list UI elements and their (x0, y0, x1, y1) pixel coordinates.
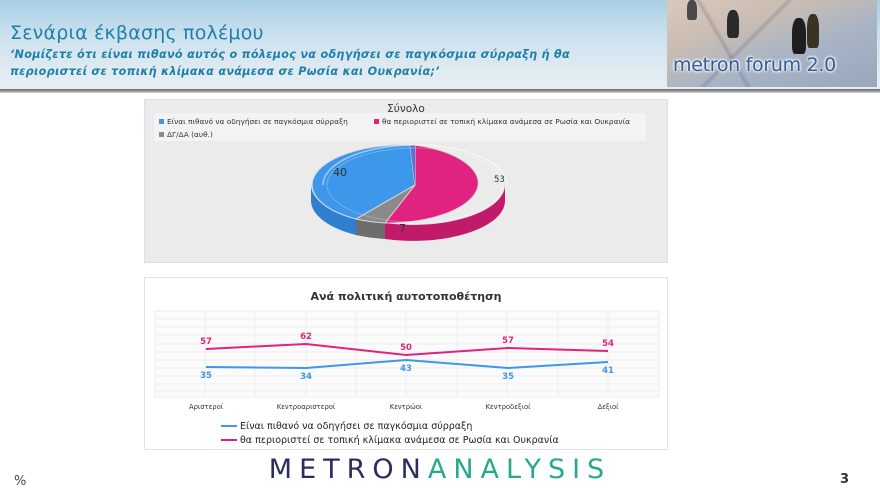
legend-line-blue (221, 425, 237, 427)
legend-swatch-blue (159, 119, 164, 124)
legend-label: Είναι πιθανό να οδηγήσει σε παγκόσμια σύ… (167, 117, 348, 126)
svg-text:Αριστεροί: Αριστεροί (189, 403, 224, 411)
svg-text:43: 43 (400, 364, 412, 374)
brand-metron: METRON (268, 454, 428, 485)
pie-legend: Είναι πιθανό να οδηγήσει σε παγκόσμια σύ… (154, 113, 646, 141)
legend-swatch-pink (374, 119, 379, 124)
pie-legend-item-dk: ΔΓ/ΔΑ (αυθ.) (159, 130, 213, 139)
forum-logo-text: metron forum 2.0 (673, 54, 836, 76)
legend-label: θα περιοριστεί σε τοπική κλίμακα ανάμεσα… (382, 117, 630, 126)
svg-text:35: 35 (200, 371, 212, 381)
line-chart-title: Ανά πολιτική αυτοτοποθέτηση (310, 290, 502, 303)
svg-text:Κεντροδεξιοί: Κεντροδεξιοί (486, 403, 532, 411)
brand-analysis: ANALYSIS (427, 454, 612, 485)
person-figure-icon (807, 14, 819, 48)
legend-swatch-gray (159, 132, 164, 137)
slide-header: Σενάρια έκβασης πολέμου ‘Νομίζετε ότι εί… (0, 0, 880, 89)
pie-chart-total: Είναι πιθανό να οδηγήσει σε παγκόσμια σύ… (144, 99, 668, 263)
svg-text:57: 57 (502, 336, 514, 346)
svg-text:7: 7 (399, 222, 406, 235)
line-legend-item-global: Είναι πιθανό να οδηγήσει σε παγκόσμια σύ… (221, 419, 559, 433)
svg-text:40: 40 (333, 166, 347, 179)
person-figure-icon (687, 0, 697, 20)
svg-text:54: 54 (602, 339, 614, 349)
svg-text:34: 34 (300, 372, 312, 382)
metron-forum-logo: metron forum 2.0 (667, 0, 877, 87)
svg-text:50: 50 (400, 343, 412, 353)
pie-title: Σύνολο (387, 103, 425, 115)
svg-text:53: 53 (494, 175, 505, 185)
legend-line-pink (221, 439, 237, 441)
svg-text:Δεξιοί: Δεξιοί (598, 403, 620, 411)
survey-question: ‘Νομίζετε ότι είναι πιθανό αυτός ο πόλεμ… (10, 48, 570, 78)
legend-label: θα περιοριστεί σε τοπική κλίμακα ανάμεσα… (240, 434, 559, 446)
slide-title: Σενάρια έκβασης πολέμου (10, 22, 264, 44)
line-chart-plot: 57 62 50 57 54 35 34 43 35 41 Αριστεροί … (154, 310, 660, 411)
person-figure-icon (792, 18, 806, 54)
svg-text:57: 57 (200, 337, 212, 347)
pie-legend-item-local: θα περιοριστεί σε τοπική κλίμακα ανάμεσα… (374, 117, 630, 126)
person-figure-icon (727, 10, 739, 38)
svg-text:62: 62 (300, 332, 312, 342)
legend-label: Είναι πιθανό να οδηγήσει σε παγκόσμια σύ… (240, 420, 473, 432)
svg-text:35: 35 (502, 372, 514, 382)
series-line-global (205, 358, 609, 370)
line-chart-by-ideology: Ανά πολιτική αυτοτοποθέτηση (144, 277, 668, 450)
header-divider (0, 89, 880, 93)
pie-legend-item-global: Είναι πιθανό να οδηγήσει σε παγκόσμια σύ… (159, 117, 348, 126)
svg-text:Κεντρώοι: Κεντρώοι (390, 403, 423, 411)
pie-graphic: 40 53 7 (311, 144, 508, 241)
line-legend-item-local: θα περιοριστεί σε τοπική κλίμακα ανάμεσα… (221, 433, 559, 447)
svg-text:Κεντροαριστεροί: Κεντροαριστεροί (277, 403, 336, 411)
unit-label: % (14, 474, 27, 489)
legend-label: ΔΓ/ΔΑ (αυθ.) (167, 130, 213, 139)
series-line-local (205, 342, 609, 357)
metron-analysis-logo: METRONANALYSIS (0, 454, 880, 485)
page-number: 3 (840, 472, 850, 487)
svg-text:41: 41 (602, 366, 614, 376)
line-legend: Είναι πιθανό να οδηγήσει σε παγκόσμια σύ… (221, 419, 559, 447)
